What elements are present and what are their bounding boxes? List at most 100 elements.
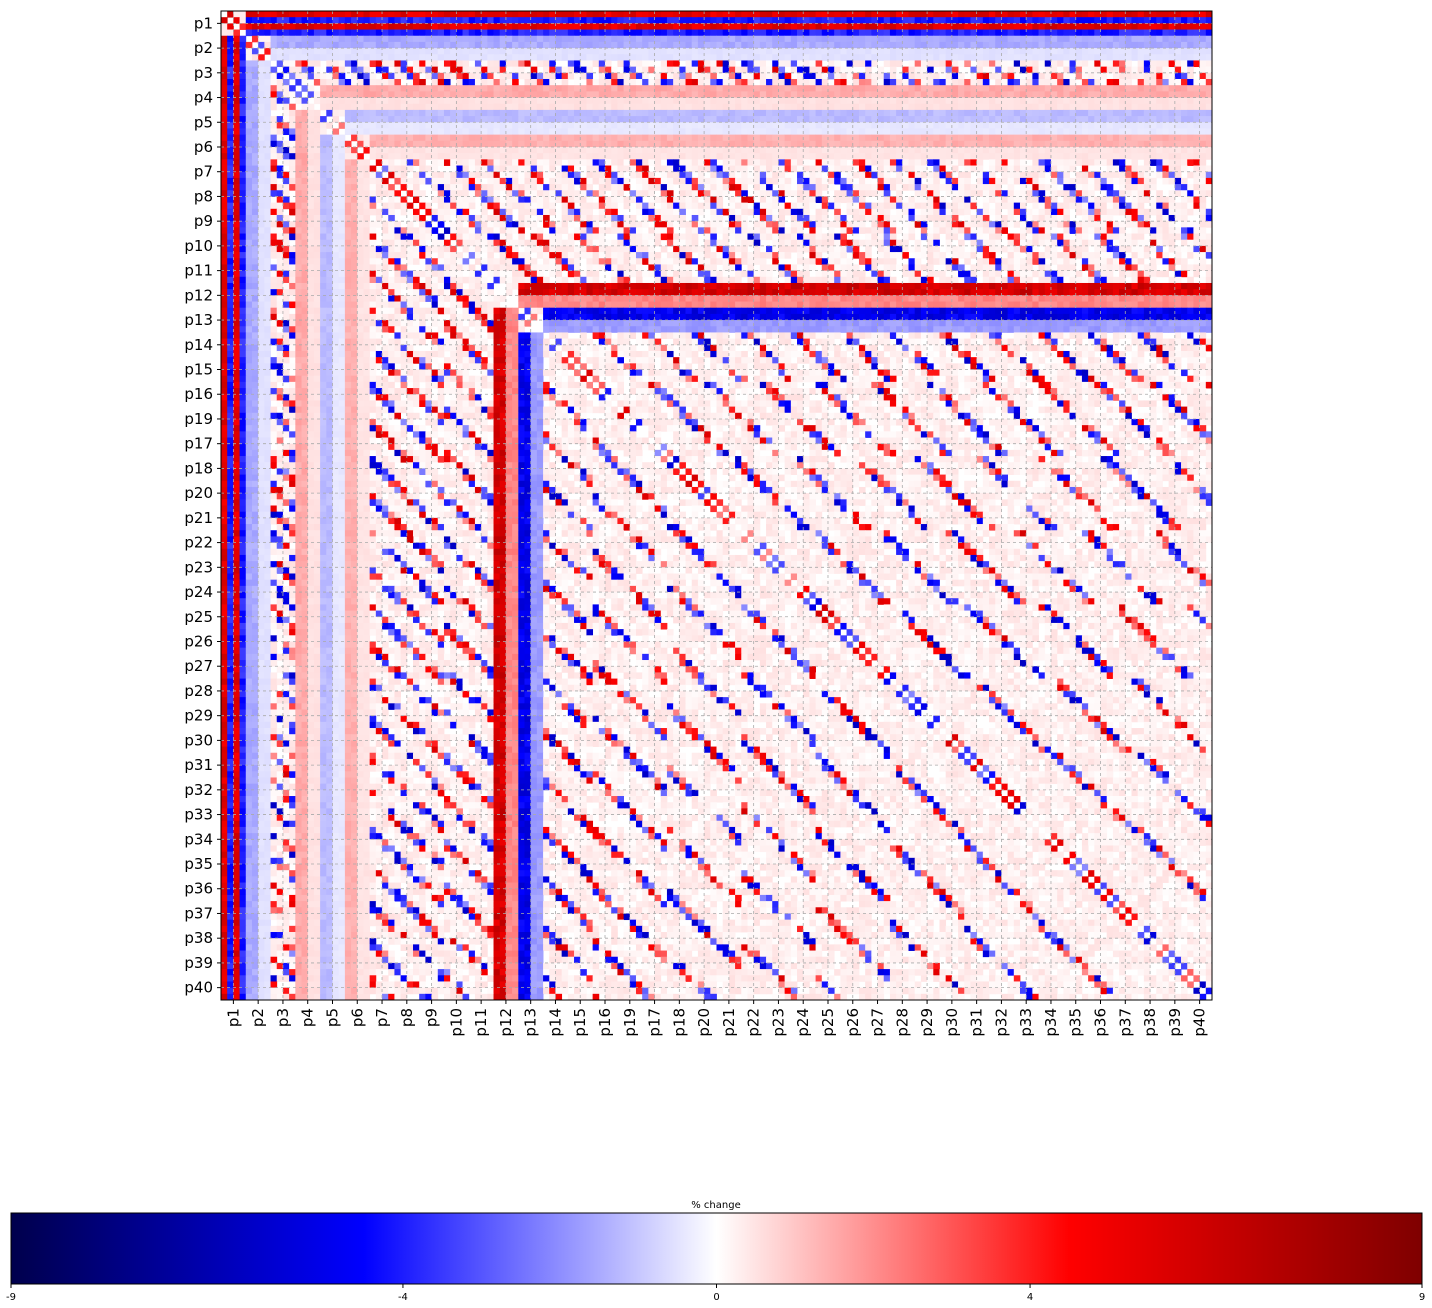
heatmap-cell	[611, 122, 618, 129]
heatmap-cell	[1038, 85, 1046, 92]
heatmap-cell	[927, 122, 934, 129]
heatmap-cell	[221, 97, 228, 105]
heatmap-cell	[1075, 103, 1083, 111]
heatmap-cell	[289, 23, 296, 30]
heatmap-cell	[790, 165, 798, 173]
heatmap-cell	[1019, 128, 1027, 136]
heatmap-cell	[759, 23, 767, 30]
heatmap-cell	[927, 54, 934, 61]
heatmap-cell	[858, 72, 866, 80]
heatmap-cell	[1063, 146, 1070, 154]
heatmap-cell	[580, 35, 587, 43]
heatmap-cell	[1038, 35, 1046, 43]
heatmap-cell	[902, 17, 909, 24]
heatmap-cell	[251, 134, 259, 142]
heatmap-cell	[227, 60, 234, 68]
heatmap-cell	[759, 116, 767, 123]
heatmap-cell	[691, 116, 699, 123]
heatmap-cell	[239, 97, 247, 105]
heatmap-cell	[759, 177, 767, 185]
heatmap-cell	[258, 11, 265, 18]
heatmap-cell	[747, 85, 755, 92]
heatmap-cell	[592, 171, 600, 179]
heatmap-cell	[827, 72, 835, 80]
heatmap-cell	[834, 109, 841, 117]
heatmap-cell	[227, 23, 234, 30]
heatmap-cell	[797, 29, 804, 37]
heatmap-cell	[1168, 202, 1176, 210]
heatmap-cell	[846, 165, 854, 173]
heatmap-cell	[239, 109, 247, 117]
heatmap-cell	[865, 134, 872, 142]
heatmap-cell	[1075, 41, 1083, 49]
heatmap-cell	[1007, 103, 1015, 111]
heatmap-cell	[1032, 48, 1039, 55]
heatmap-cell	[809, 134, 816, 142]
heatmap-cell	[1119, 17, 1126, 24]
heatmap-cell	[673, 122, 680, 129]
heatmap-cell	[747, 35, 755, 43]
heatmap-cell	[481, 184, 488, 191]
heatmap-cell	[815, 146, 823, 154]
heatmap-cell	[357, 134, 364, 142]
heatmap-cell	[605, 23, 612, 30]
heatmap-cell	[375, 11, 383, 18]
heatmap-cell	[704, 146, 711, 154]
heatmap-cell	[425, 60, 432, 68]
heatmap-cell	[332, 91, 340, 98]
heatmap-cell	[313, 140, 321, 148]
heatmap-cell	[549, 11, 556, 18]
heatmap-cell	[611, 184, 618, 191]
heatmap-cell	[598, 146, 606, 154]
heatmap-cell	[722, 184, 730, 191]
heatmap-cell	[574, 159, 581, 166]
heatmap-cell	[722, 177, 730, 185]
heatmap-cell	[419, 91, 426, 98]
heatmap-cell	[1174, 109, 1182, 117]
heatmap-cell	[710, 72, 717, 80]
heatmap-cells	[221, 11, 1213, 1001]
heatmap-cell	[276, 11, 284, 18]
heatmap-cell	[382, 153, 389, 160]
heatmap-cell	[276, 196, 284, 204]
heatmap-cell	[722, 97, 730, 105]
heatmap-cell	[635, 41, 643, 49]
heatmap-cell	[747, 103, 755, 111]
heatmap-cell	[858, 97, 866, 105]
heatmap-cell	[443, 208, 451, 216]
heatmap-cell	[933, 54, 940, 61]
heatmap-cell	[561, 54, 569, 61]
heatmap-cell	[970, 184, 978, 191]
heatmap-cell	[778, 184, 786, 191]
heatmap-cell	[326, 146, 333, 154]
heatmap-cell	[871, 60, 878, 68]
heatmap-cell	[1125, 196, 1132, 204]
heatmap-cell	[629, 54, 637, 61]
heatmap-cell	[1075, 128, 1083, 136]
heatmap-cell	[648, 202, 655, 210]
heatmap-cell	[1050, 97, 1058, 105]
heatmap-cell	[697, 54, 705, 61]
heatmap-cell	[363, 35, 371, 43]
heatmap-cell	[307, 171, 315, 179]
heatmap-cell	[363, 171, 371, 179]
heatmap-cell	[580, 134, 587, 142]
heatmap-cell	[958, 17, 965, 24]
heatmap-cell	[735, 190, 742, 197]
heatmap-cell	[574, 48, 581, 55]
heatmap-cell	[227, 29, 234, 37]
heatmap-cell	[530, 122, 538, 129]
heatmap-cell	[827, 11, 835, 18]
heatmap-cell	[258, 17, 265, 24]
heatmap-cell	[722, 134, 730, 142]
heatmap-cell	[735, 97, 742, 105]
heatmap-cell	[821, 78, 829, 86]
heatmap-cell	[233, 91, 240, 98]
heatmap-cell	[623, 78, 631, 86]
heatmap-cell	[400, 184, 408, 191]
heatmap-cell	[598, 35, 606, 43]
heatmap-cell	[450, 11, 457, 18]
heatmap-cell	[995, 29, 1002, 37]
heatmap-cell	[605, 146, 612, 154]
heatmap-cell	[1063, 97, 1070, 105]
